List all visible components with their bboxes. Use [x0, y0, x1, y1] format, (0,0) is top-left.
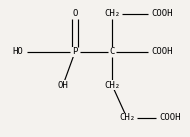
Text: CH₂: CH₂ [104, 81, 120, 89]
Text: COOH: COOH [159, 113, 181, 122]
Text: CH₂: CH₂ [104, 9, 120, 18]
Text: CH₂: CH₂ [119, 113, 135, 122]
Text: OH: OH [58, 81, 68, 89]
Text: COOH: COOH [151, 48, 173, 56]
Text: O: O [72, 9, 78, 18]
Text: COOH: COOH [151, 9, 173, 18]
Text: HO: HO [13, 48, 23, 56]
Text: P: P [72, 48, 78, 56]
Text: C: C [109, 48, 115, 56]
